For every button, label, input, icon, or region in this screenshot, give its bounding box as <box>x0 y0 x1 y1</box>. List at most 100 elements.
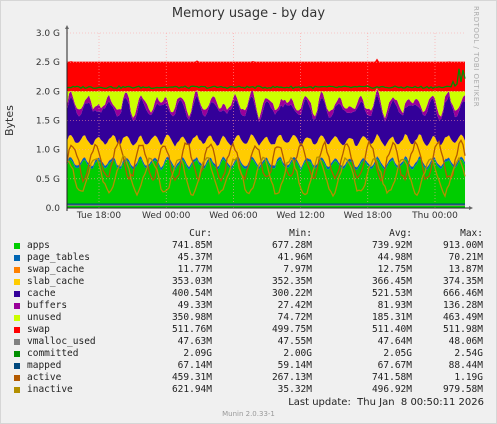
x-axis-arrow <box>469 206 473 210</box>
legend-row-committed: committed 2.09G 2.00G 2.05G 2.54G <box>10 348 490 360</box>
legend-value-min: 7.97M <box>283 264 312 275</box>
legend-value-max: 48.06M <box>448 336 483 347</box>
legend-series-name: buffers <box>27 300 68 311</box>
legend-value-min: 59.14M <box>277 360 312 371</box>
legend-value-avg: 496.92M <box>371 384 412 395</box>
stacked-areas <box>67 58 465 208</box>
legend-value-cur: 45.37M <box>177 252 212 263</box>
legend-value-cur: 400.54M <box>171 288 212 299</box>
legend-value-min: 47.55M <box>277 336 312 347</box>
x-tick-label: Tue 18:00 <box>76 211 121 221</box>
legend-swatch <box>14 315 20 321</box>
legend-value-max: 913.00M <box>442 240 483 251</box>
x-tick-label: Thu 00:00 <box>411 211 458 221</box>
legend-value-cur: 49.33M <box>177 300 212 311</box>
legend-row-apps: apps 741.85M 677.28M 739.92M 913.00M <box>10 240 490 252</box>
grid-lines <box>67 32 465 208</box>
legend-swatch <box>14 375 20 381</box>
y-tick-label: 3.0 G <box>36 29 60 39</box>
area-swap-cache <box>67 155 465 169</box>
legend-swatch <box>14 303 20 309</box>
legend-row-swap: swap 511.76M 499.75M 511.40M 511.98M <box>10 324 490 336</box>
legend-value-max: 511.98M <box>442 324 483 335</box>
legend-series-name: unused <box>27 312 62 323</box>
legend-row-slab-cache: slab_cache 353.03M 352.35M 366.45M 374.35M <box>10 276 490 288</box>
chart-title: Memory usage - by day <box>171 6 326 21</box>
legend-value-cur: 47.63M <box>177 336 212 347</box>
legend-value-cur: 741.85M <box>171 240 212 251</box>
legend-row-page-tables: page_tables 45.37M 41.96M 44.98M 70.21M <box>10 252 490 264</box>
legend-series-name: active <box>27 372 62 383</box>
legend-value-cur: 459.31M <box>171 372 212 383</box>
legend-value-cur: 511.76M <box>171 324 212 335</box>
legend-row-unused: unused 350.98M 74.72M 185.31M 463.49M <box>10 312 490 324</box>
legend-series-name: page_tables <box>27 252 90 263</box>
last-update: Last update: Thu Jan 8 00:50:11 2026 <box>288 397 484 408</box>
line-series <box>66 68 466 206</box>
legend-row-mapped: mapped 67.14M 59.14M 67.67M 88.44M <box>10 360 490 372</box>
legend-value-avg: 2.05G <box>383 348 412 359</box>
legend-swatch <box>14 291 20 297</box>
legend-value-cur: 350.98M <box>171 312 212 323</box>
legend-value-avg: 44.98M <box>377 252 412 263</box>
legend-column-header: Max: <box>460 228 483 239</box>
legend-swatch <box>14 363 20 369</box>
area-buffers <box>67 88 465 122</box>
legend-value-avg: 185.31M <box>371 312 412 323</box>
legend-swatch <box>14 339 20 345</box>
legend-row-active: active 459.31M 267.13M 741.58M 1.19G <box>10 372 490 384</box>
legend-value-avg: 521.53M <box>371 288 412 299</box>
legend-value-max: 374.35M <box>442 276 483 287</box>
legend-series-name: apps <box>27 240 50 251</box>
area-apps <box>67 158 465 208</box>
legend-series-name: slab_cache <box>27 276 85 287</box>
legend-value-avg: 12.75M <box>377 264 412 275</box>
legend-header: Cur: Min: Avg: Max: <box>10 228 490 240</box>
plot-area: 0.0 0.5 G 1.0 G 1.5 G 2.0 G 2.5 G 3.0 G Tue 18:… <box>36 25 473 221</box>
legend-series-name: swap_cache <box>27 264 85 275</box>
legend-value-max: 88.44M <box>448 360 483 371</box>
legend-value-min: 352.35M <box>271 276 312 287</box>
legend-series-name: mapped <box>27 360 62 371</box>
legend-series-name: inactive <box>27 384 73 395</box>
legend-value-min: 267.13M <box>271 372 312 383</box>
legend-value-min: 677.28M <box>271 240 312 251</box>
legend-value-avg: 67.67M <box>377 360 412 371</box>
legend-value-min: 499.75M <box>271 324 312 335</box>
axes <box>65 25 473 211</box>
legend-value-min: 2.00G <box>283 348 312 359</box>
legend-value-max: 463.49M <box>442 312 483 323</box>
legend-value-cur: 621.94M <box>171 384 212 395</box>
legend-swatch <box>14 387 20 393</box>
y-axis-arrow <box>65 25 69 29</box>
x-tick-label: Wed 18:00 <box>344 211 393 221</box>
legend-swatch <box>14 255 20 261</box>
legend-row-swap-cache: swap_cache 11.77M 7.97M 12.75M 13.87M <box>10 264 490 276</box>
legend-value-avg: 741.58M <box>371 372 412 383</box>
tick-labels: 0.0 0.5 G 1.0 G 1.5 G 2.0 G 2.5 G 3.0 G Tue 18:… <box>36 29 458 221</box>
legend-value-min: 74.72M <box>277 312 312 323</box>
legend-value-cur: 11.77M <box>177 264 212 275</box>
legend-swatch <box>14 327 20 333</box>
legend-swatch <box>14 267 20 273</box>
line-inactive <box>66 154 466 198</box>
legend-row-vmalloc-used: vmalloc_used 47.63M 47.55M 47.64M 48.06M <box>10 336 490 348</box>
legend-value-max: 13.87M <box>448 264 483 275</box>
legend-swatch <box>14 243 20 249</box>
legend-series-name: committed <box>27 348 79 359</box>
legend-series-name: cache <box>27 288 56 299</box>
legend-value-cur: 67.14M <box>177 360 212 371</box>
legend-value-min: 300.22M <box>271 288 312 299</box>
legend-column-header: Min: <box>289 228 312 239</box>
y-tick-label: 0.5 G <box>36 175 60 185</box>
legend-value-cur: 2.09G <box>183 348 212 359</box>
legend-value-max: 666.46M <box>442 288 483 299</box>
legend-value-max: 70.21M <box>448 252 483 263</box>
legend-row-cache: cache 400.54M 300.22M 521.53M 666.46M <box>10 288 490 300</box>
legend-column-header: Cur: <box>189 228 212 239</box>
legend-value-avg: 366.45M <box>371 276 412 287</box>
legend-value-avg: 47.64M <box>377 336 412 347</box>
y-tick-label: 2.5 G <box>36 58 60 68</box>
legend-value-min: 35.32M <box>277 384 312 395</box>
legend-value-avg: 739.92M <box>371 240 412 251</box>
